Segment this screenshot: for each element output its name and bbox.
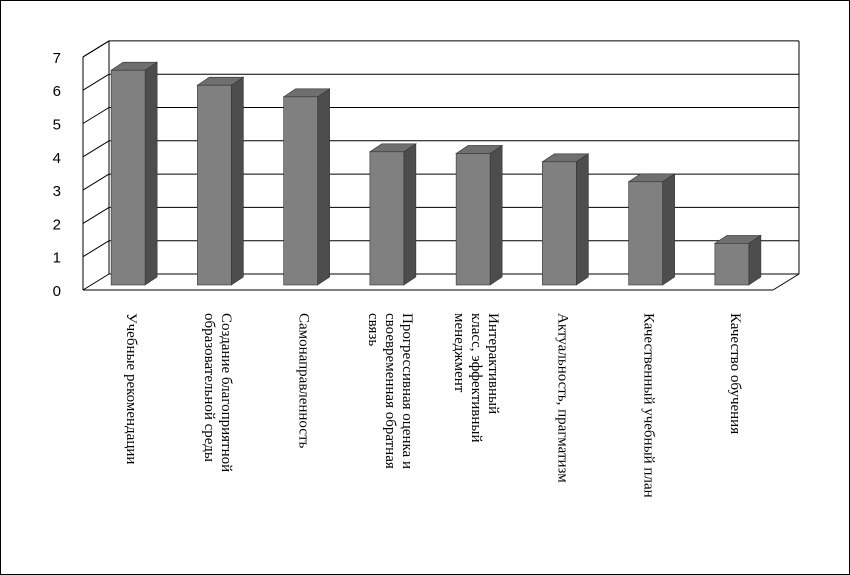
y-tick-label: 6 xyxy=(53,83,61,100)
bar-side xyxy=(576,153,589,286)
bar-side xyxy=(317,88,330,286)
category-label-line: Создание благоприятной xyxy=(218,313,234,472)
category-label: Учебные рекомендации xyxy=(123,313,139,464)
floor-right-edge xyxy=(772,273,800,291)
gridline-diagonal xyxy=(82,140,110,158)
category-label-line: Качественный учебный план xyxy=(641,313,657,498)
y-tick-label: 2 xyxy=(53,216,61,233)
bar-front xyxy=(197,84,232,286)
bar-side xyxy=(144,61,158,286)
category-label: Актуальность, прагматизм xyxy=(554,313,570,483)
category-label-line: Качество обучения xyxy=(727,313,743,434)
category-label-line: Интерактивный xyxy=(485,313,501,414)
bar-front xyxy=(628,181,663,286)
category-label-line: Прогрессивная оценка и xyxy=(399,313,415,469)
category-label-line: связь xyxy=(365,313,381,346)
bar xyxy=(368,143,417,286)
gridline-diagonal xyxy=(82,173,110,191)
category-label: Качество обучения xyxy=(727,313,743,434)
bar-front xyxy=(110,69,146,286)
y-tick-label: 0 xyxy=(53,283,61,300)
bar-front xyxy=(283,96,318,286)
category-label: Интерактивныйкласс, эффективныйменеджмен… xyxy=(451,313,501,443)
category-label: Создание благоприятнойобразовательной ср… xyxy=(201,313,234,472)
y-tick-label: 3 xyxy=(53,183,61,200)
bar-front xyxy=(542,161,577,286)
bar xyxy=(282,88,331,286)
y-tick-label: 1 xyxy=(53,250,61,267)
bar-side xyxy=(489,144,503,286)
bar xyxy=(713,234,762,286)
category-label-line: менеджмент xyxy=(451,313,467,393)
gridlines xyxy=(82,40,800,291)
bar-side xyxy=(662,173,675,286)
category-label-line: Самонаправленность xyxy=(296,313,312,448)
bar xyxy=(110,61,159,286)
category-label: Прогрессивная оценка исвоевременная обра… xyxy=(365,313,415,469)
gridline-diagonal xyxy=(82,273,110,291)
category-label-line: образовательной среды xyxy=(201,313,217,462)
category-label: Качественный учебный план xyxy=(641,313,657,498)
category-label: Самонаправленность xyxy=(296,313,312,448)
gridline-diagonal xyxy=(82,206,110,224)
category-label-line: Учебные рекомендации xyxy=(123,313,139,464)
category-label-line: класс, эффективный xyxy=(468,313,484,443)
bar-side xyxy=(748,234,762,286)
bar-front xyxy=(455,153,491,286)
bar xyxy=(541,153,590,286)
y-tick-label: 5 xyxy=(53,117,61,134)
x-axis-labels: Учебные рекомендации Создание благоприятн… xyxy=(123,313,743,498)
y-axis: 0 1 2 3 4 5 6 7 xyxy=(53,50,61,300)
bar xyxy=(196,76,245,286)
bars xyxy=(110,61,762,286)
category-label-line: Актуальность, прагматизм xyxy=(554,313,570,483)
bar-side xyxy=(231,76,244,286)
category-label-line: своевременная обратная xyxy=(382,313,398,469)
bar-front xyxy=(714,243,750,286)
gridline-diagonal xyxy=(82,240,110,258)
gridline-diagonal xyxy=(82,40,110,58)
gridline-diagonal xyxy=(82,73,110,91)
bar xyxy=(455,144,504,286)
y-tick-label: 7 xyxy=(53,50,61,67)
bar-front xyxy=(369,151,405,286)
bar xyxy=(627,173,676,286)
bar-side xyxy=(403,143,417,286)
gridline-diagonal xyxy=(82,107,110,124)
y-tick-label: 4 xyxy=(53,150,61,167)
